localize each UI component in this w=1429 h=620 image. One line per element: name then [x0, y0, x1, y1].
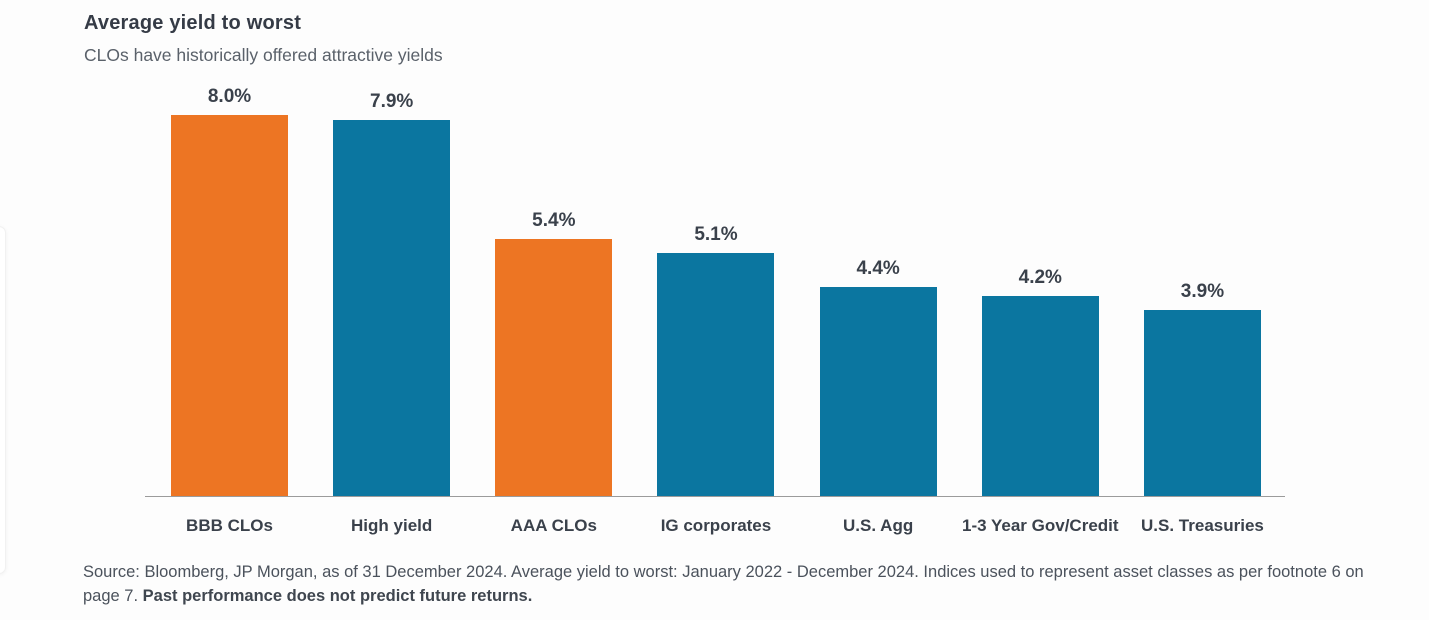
bar-column: 7.9%: [333, 91, 451, 496]
bar: [333, 120, 451, 496]
category-label: U.S. Agg: [843, 516, 914, 535]
bar-value-label: 3.9%: [1180, 281, 1225, 302]
source-footnote: Source: Bloomberg, JP Morgan, as of 31 D…: [83, 560, 1365, 608]
category-label: BBB CLOs: [186, 516, 273, 535]
disclaimer-text: Past performance does not predict future…: [142, 587, 533, 605]
category-label: 1-3 Year Gov/Credit: [962, 516, 1119, 535]
bar: [171, 115, 288, 496]
category-labels: BBB CLOs High yield AAA CLOs IG corporates U…: [171, 516, 1264, 536]
bar-column: 4.4%: [819, 258, 937, 496]
bar: [819, 287, 937, 496]
chart-subtitle: CLOs have historically offered attractiv…: [84, 45, 443, 65]
bar-value-label: 8.0%: [207, 86, 252, 107]
bar-column: 8.0%: [171, 86, 288, 496]
bar-column: 5.4%: [495, 210, 613, 496]
bar-column: 4.2%: [981, 267, 1099, 496]
bar-column: 5.1%: [657, 224, 775, 496]
category-label: AAA CLOs: [510, 516, 597, 535]
chart-title: Average yield to worst: [84, 12, 302, 34]
bar-value-label: 4.4%: [856, 258, 900, 279]
plot-area: 8.0% 7.9% 5.4% 5.1% 4.4% 4.2% 3.9%: [145, 85, 1285, 497]
bar-value-label: 5.4%: [532, 210, 576, 231]
bars-container: 8.0% 7.9% 5.4% 5.1% 4.4% 4.2% 3.9%: [171, 85, 1261, 496]
source-text: Source: Bloomberg, JP Morgan, as of 31 D…: [83, 563, 1364, 605]
bar: [657, 253, 775, 496]
bar: [1143, 310, 1261, 496]
carousel-left-peek: [0, 226, 6, 574]
bar-value-label: 7.9%: [370, 91, 414, 112]
category-label: U.S. Treasuries: [1141, 516, 1264, 535]
bar-value-label: 4.2%: [1018, 267, 1062, 288]
category-label: High yield: [351, 516, 433, 535]
bar-value-label: 5.1%: [694, 224, 738, 245]
bar: [981, 296, 1099, 496]
bar: [495, 239, 613, 496]
bar-column: 3.9%: [1143, 281, 1261, 496]
category-label: IG corporates: [660, 516, 772, 535]
